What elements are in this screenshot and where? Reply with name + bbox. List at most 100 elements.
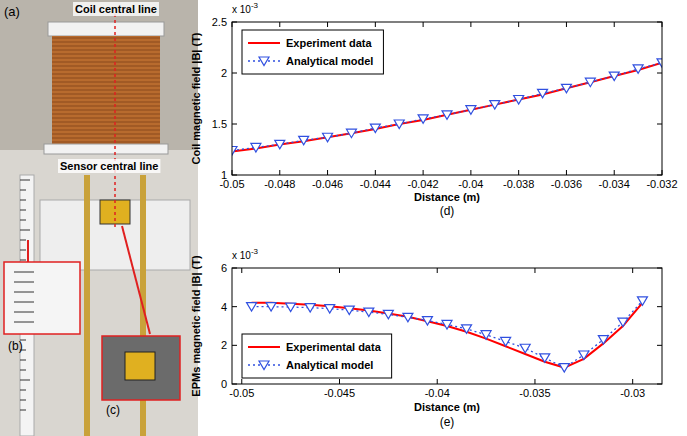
photo-label: (c): [106, 403, 120, 417]
inset-b: [4, 262, 80, 334]
inset-sensor: [125, 352, 155, 380]
x-tick: [614, 22, 615, 27]
axis-multiplier: x 10-3: [232, 247, 259, 261]
y-tick-label: 1.5: [212, 118, 227, 130]
coil-winding: [52, 90, 160, 91]
stand: [40, 200, 190, 270]
marker: [618, 318, 628, 327]
x-tick: [327, 22, 328, 27]
y-tick: [657, 306, 662, 307]
y-tick-label: 0: [221, 378, 227, 390]
marker: [346, 129, 356, 138]
x-tick-label: -0.05: [229, 387, 254, 399]
legend-label: Analytical model: [286, 359, 373, 371]
x-tick-label: -0.042: [408, 178, 439, 190]
marker: [520, 344, 530, 353]
marker: [364, 308, 374, 317]
x-axis-title: Distance (m): [414, 401, 480, 413]
arrow: [27, 240, 29, 262]
x-tick-label: -0.03: [620, 387, 645, 399]
x-tick-label: -0.036: [551, 178, 582, 190]
x-tick-label: -0.044: [360, 178, 391, 190]
inset-ruler-tick: [14, 312, 34, 313]
x-tick: [279, 22, 280, 27]
x-tick: [470, 170, 471, 175]
x-tick: [534, 379, 535, 384]
coil-winding: [52, 42, 160, 43]
ruler-tick: [20, 180, 30, 181]
x-tick: [375, 22, 376, 27]
marker: [299, 136, 309, 145]
marker: [559, 364, 569, 373]
ruler-tick: [20, 390, 26, 391]
coil-winding: [52, 134, 160, 135]
coil-winding: [52, 142, 160, 143]
legend-box: [242, 30, 383, 74]
legend-label: Experimental data: [286, 341, 382, 353]
ruler-tick: [20, 260, 26, 261]
x-tick: [339, 268, 340, 273]
label-ground: [73, 2, 159, 16]
x-tick: [437, 268, 438, 273]
coil-winding: [52, 102, 160, 103]
marker: [561, 84, 571, 93]
y-axis-title: EPMs magnetic field |B| (T): [190, 255, 202, 397]
plot-frame: [232, 268, 662, 384]
marker: [442, 320, 452, 329]
coil-winding: [52, 78, 160, 79]
y-tick: [657, 345, 662, 346]
rod: [84, 175, 90, 436]
series-line: [232, 63, 662, 151]
plot-frame: [232, 22, 662, 175]
coil-winding: [52, 118, 160, 119]
legend-swatch: [248, 42, 280, 44]
x-tick: [614, 170, 615, 175]
y-tick-label: 2.5: [212, 16, 227, 28]
marker: [598, 336, 608, 345]
legend-label: Experiment data: [286, 37, 372, 49]
inset-ruler-tick: [14, 282, 34, 283]
x-tick: [437, 379, 438, 384]
x-tick-label: -0.038: [503, 178, 534, 190]
marker: [538, 89, 548, 98]
x-tick: [632, 268, 633, 273]
chart: -0.05-0.045-0.04-0.035-0.030246x 10-3Dis…: [190, 247, 662, 429]
ruler-tick: [20, 380, 30, 381]
axis-multiplier: x 10-3: [232, 1, 259, 15]
marker: [286, 303, 296, 312]
x-tick-label: -0.04: [458, 178, 483, 190]
x-tick: [279, 170, 280, 175]
marker: [609, 72, 619, 81]
coil-winding: [52, 98, 160, 99]
coil-winding: [52, 122, 160, 123]
plot-area: [232, 268, 662, 384]
photo-background: [0, 0, 198, 436]
coil-winding: [52, 58, 160, 59]
coil-winding: [52, 130, 160, 131]
y-tick: [232, 345, 237, 346]
x-tick-label: -0.034: [599, 178, 630, 190]
x-tick: [375, 170, 376, 175]
ruler-tick: [20, 370, 26, 371]
legend-box: [242, 334, 392, 378]
marker: [251, 143, 261, 152]
marker: [579, 351, 589, 360]
x-tick: [327, 170, 328, 175]
legend-marker: [259, 57, 269, 66]
y-tick-label: 2: [221, 67, 227, 79]
x-tick: [534, 268, 535, 273]
coil: [52, 36, 160, 144]
y-axis-title: Coil magnetic field |B| (T): [190, 32, 202, 164]
inset-ruler-tick: [14, 292, 34, 293]
ruler-tick: [20, 240, 26, 241]
legend: Experiment dataAnalytical model: [242, 30, 383, 74]
x-tick: [241, 379, 242, 384]
marker: [637, 297, 647, 306]
x-tick-label: -0.046: [312, 178, 343, 190]
marker: [232, 147, 237, 156]
x-tick: [566, 170, 567, 175]
coil-winding: [52, 66, 160, 67]
y-tick: [657, 124, 662, 125]
marker: [514, 96, 524, 105]
coil-cap: [48, 22, 164, 36]
